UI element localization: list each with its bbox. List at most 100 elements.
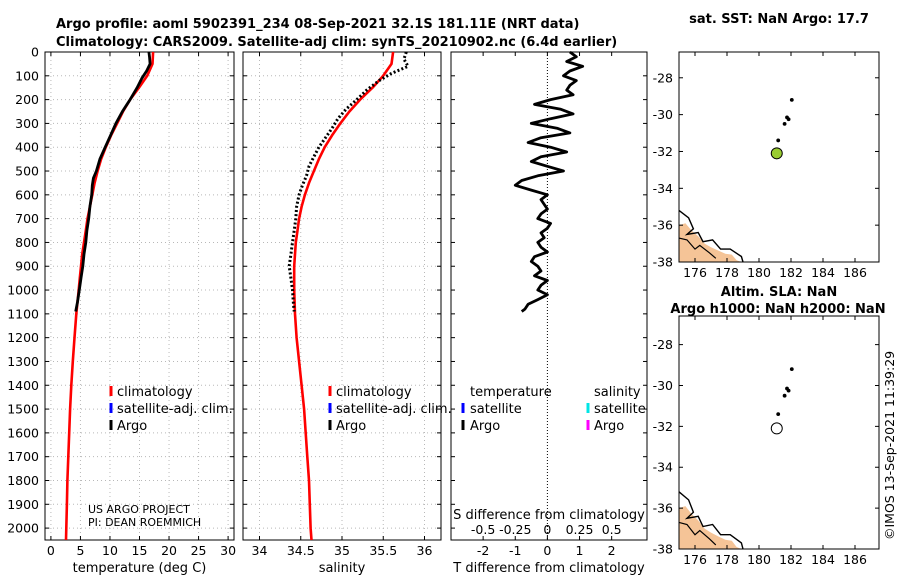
y-tick-label: -30 — [653, 378, 673, 393]
legend-label: salinity — [594, 385, 641, 400]
y-tick-label: -28 — [653, 337, 673, 352]
track-point — [776, 412, 781, 417]
top-tick-label: 0.5 — [602, 522, 622, 537]
salinity-panel: 34 34.5 35 35.5 36 salinity climatology satelli… — [242, 51, 452, 576]
x-tick-label: 5 — [76, 543, 84, 558]
legend-label: climatology — [117, 385, 193, 400]
x-tick-label: 2 — [608, 543, 616, 558]
sla-map-panel: Altim. SLA: NaN Argo h1000: NaN h2000: Na… — [653, 285, 886, 567]
track-point — [786, 117, 791, 122]
series-line-argo — [287, 51, 410, 312]
map-title: Altim. SLA: NaN — [721, 285, 837, 300]
y-tick-label: 1700 — [7, 449, 39, 464]
argo-location-marker — [770, 422, 783, 435]
legend-label: temperature — [470, 385, 552, 400]
coastline — [678, 209, 744, 263]
y-tick-label: 1600 — [7, 425, 39, 440]
x-tick-label: 180 — [747, 265, 771, 280]
y-tick-label: -36 — [653, 501, 673, 516]
y-tick-label: -30 — [653, 107, 673, 122]
x-tick-label: 178 — [715, 552, 739, 567]
y-tick-label: 1900 — [7, 497, 39, 512]
track-point — [789, 367, 794, 372]
y-tick-label: -32 — [653, 419, 673, 434]
top-tick-label: -0.25 — [499, 522, 531, 537]
map-subtitle: Argo h1000: NaN h2000: NaN — [670, 302, 885, 317]
x-tick-label: 176 — [683, 265, 707, 280]
x-tick-label: 186 — [843, 552, 867, 567]
x-tick-label: 180 — [747, 552, 771, 567]
x-tick-label: 25 — [191, 543, 207, 558]
header-line-1: Argo profile: aoml 5902391_234 08-Sep-20… — [56, 17, 580, 32]
legend-label: satellite — [470, 402, 522, 417]
y-tick-label: 900 — [15, 259, 39, 274]
legend-label: Argo — [336, 419, 366, 434]
y-tick-label: 1200 — [7, 330, 39, 345]
y-tick-label: 1100 — [7, 306, 39, 321]
legend-label: Argo — [470, 419, 500, 434]
legend-label: satellite-adj. clim. — [336, 402, 452, 417]
x-tick-label: 20 — [161, 543, 177, 558]
legend-label: Argo — [594, 419, 624, 434]
x-tick-label: 10 — [102, 543, 118, 558]
argo-location-marker — [770, 147, 783, 160]
y-tick-label: 100 — [15, 68, 39, 83]
track-point — [786, 388, 791, 393]
x-tick-label: -1 — [509, 543, 521, 558]
y-tick-label: -32 — [653, 144, 673, 159]
y-tick-label: 200 — [15, 92, 39, 107]
y-tick-label: -28 — [653, 70, 673, 85]
coastline — [678, 521, 717, 546]
y-tick-label: 0 — [31, 45, 39, 60]
y-tick-label: 1300 — [7, 354, 39, 369]
land-area — [679, 223, 742, 262]
y-tick-label: 300 — [15, 116, 39, 131]
axes-frame — [678, 315, 880, 550]
x-axis-label: salinity — [319, 561, 366, 576]
top-tick-label: 0.25 — [566, 522, 594, 537]
x-tick-label: 15 — [132, 543, 148, 558]
x-tick-label: 182 — [779, 265, 803, 280]
track-point — [789, 97, 794, 102]
x-tick-label: 36 — [417, 543, 433, 558]
axes-frame — [678, 51, 880, 263]
y-tick-label: 1800 — [7, 473, 39, 488]
top-tick-label: 0 — [543, 522, 551, 537]
x-tick-label: 182 — [779, 552, 803, 567]
x-tick-label: 184 — [811, 265, 835, 280]
legend-label: satellite-adj. clim. — [117, 402, 233, 417]
x-tick-label: 0 — [543, 543, 551, 558]
sst-map-panel: sat. SST: NaN Argo: 17.7 176 178 180 182 184 1… — [653, 12, 880, 280]
series-line-climatology — [292, 51, 395, 541]
series-line-argo-t-diff — [513, 50, 585, 313]
x-tick-label: 184 — [811, 552, 835, 567]
y-tick-label: -34 — [653, 181, 673, 196]
legend-label: Argo — [117, 419, 147, 434]
coastline — [678, 491, 744, 550]
x-tick-label: 176 — [683, 552, 707, 567]
x-tick-label: 1 — [576, 543, 584, 558]
x-tick-label: 30 — [220, 543, 236, 558]
track-point — [782, 393, 787, 398]
project-note: US ARGO PROJECT — [88, 503, 190, 516]
y-tick-label: 800 — [15, 235, 39, 250]
temperature-panel: 0100200300400500600700800900100011001200… — [7, 45, 236, 577]
y-tick-label: -36 — [653, 218, 673, 233]
x-tick-label: 0 — [47, 543, 55, 558]
y-tick-label: 1500 — [7, 402, 39, 417]
x-axis-label: T difference from climatology — [452, 561, 645, 576]
pi-note: PI: DEAN ROEMMICH — [88, 516, 201, 529]
x-tick-label: 34.5 — [287, 543, 315, 558]
x-tick-label: -2 — [477, 543, 489, 558]
x-tick-label: 35.5 — [369, 543, 397, 558]
coastline — [678, 237, 717, 259]
map-title: sat. SST: NaN Argo: 17.7 — [689, 12, 869, 27]
y-tick-label: 1000 — [7, 283, 39, 298]
x-tick-label: 34 — [252, 543, 268, 558]
y-tick-label: 600 — [15, 187, 39, 202]
y-tick-label: 1400 — [7, 378, 39, 393]
track-point — [776, 138, 781, 143]
top-axis-label: S difference from climatology — [453, 508, 645, 523]
track-point — [782, 121, 787, 126]
